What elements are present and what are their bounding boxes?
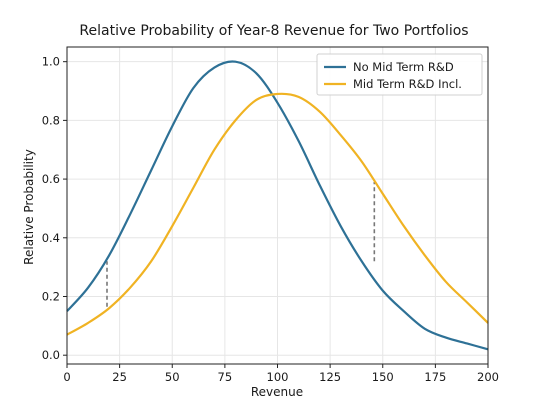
y-tick-label: 0.6 [42,172,60,186]
legend: No Mid Term R&D Mid Term R&D Incl. [316,53,483,96]
x-tick-label: 100 [267,370,289,384]
x-tick-label: 0 [63,370,70,384]
chart-title: Relative Probability of Year-8 Revenue f… [79,23,468,39]
y-tick-label: 0.4 [42,231,60,245]
y-ticks: 0.0 0.2 0.4 0.6 0.8 1.0 [42,55,67,362]
x-axis-label: Revenue [251,385,303,399]
legend-label: Mid Term R&D Incl. [353,77,462,91]
x-tick-label: 175 [424,370,446,384]
x-tick-label: 200 [477,370,499,384]
x-tick-label: 25 [112,370,127,384]
x-ticks: 0 25 50 75 100 125 150 175 200 [63,364,499,384]
y-axis-label: Relative Probability [22,149,36,265]
series-line-2 [66,92,489,336]
x-tick-label: 150 [372,370,394,384]
x-tick-label: 50 [165,370,180,384]
x-tick-label: 75 [218,370,233,384]
y-tick-label: 0.0 [42,348,60,362]
legend-label: No Mid Term R&D [353,60,454,74]
series-line-1 [66,60,489,351]
y-tick-label: 0.8 [42,113,60,127]
series-layer [66,60,489,351]
x-tick-label: 125 [319,370,341,384]
y-tick-label: 0.2 [42,289,60,303]
y-tick-label: 1.0 [42,55,60,69]
legend-box [316,53,483,96]
annotations [106,182,376,307]
